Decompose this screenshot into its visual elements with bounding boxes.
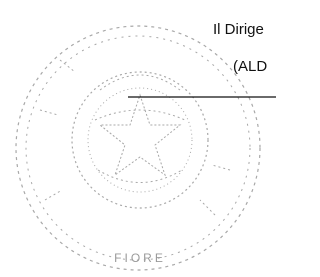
signature-name: (ALD <box>233 58 267 75</box>
background <box>0 0 276 277</box>
stamp-text: FIORE <box>114 251 166 265</box>
signature-title: Il Dirige <box>213 21 264 38</box>
page: FIORE Il Dirige (ALD (() => { const data… <box>0 0 320 277</box>
document-fragment: FIORE Il Dirige (ALD <box>0 0 276 277</box>
